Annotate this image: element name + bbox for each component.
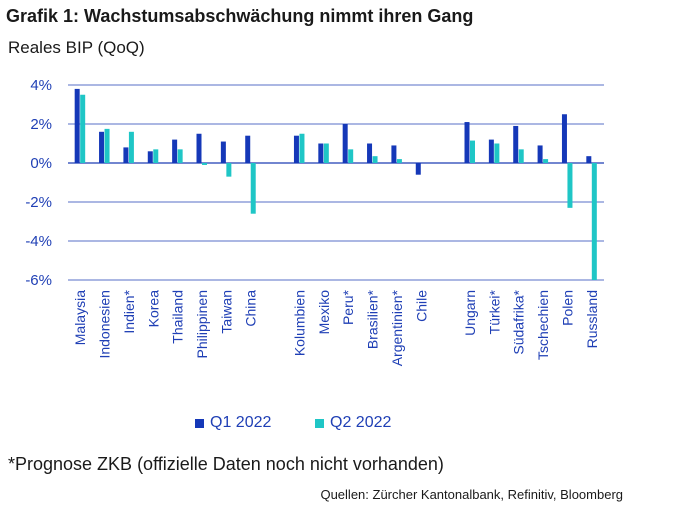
category-label: Südafrika* [511, 289, 527, 354]
bar-q1 [196, 133, 202, 163]
bar-q2 [250, 163, 256, 214]
bar-q1 [99, 131, 105, 163]
bar-q1 [123, 147, 129, 163]
bars [74, 88, 597, 280]
legend-label-q1: Q1 2022 [210, 414, 272, 431]
bar-q2 [396, 159, 402, 163]
bar-q2 [348, 149, 354, 163]
bar-q2 [591, 163, 597, 280]
legend-swatch-q1 [195, 418, 204, 428]
category-label: Indonesien [97, 290, 113, 359]
bar-q2 [202, 163, 207, 165]
y-tick-label: -2% [25, 194, 52, 211]
bar-q2 [567, 163, 573, 208]
category-label: Korea [145, 290, 161, 328]
bar-q2 [323, 143, 329, 163]
bar-q1 [74, 88, 80, 163]
bar-q1 [318, 143, 324, 163]
x-axis: Malaysia Indonesien Indien* Korea Thailand Ph… [72, 289, 600, 366]
bar-q1 [367, 143, 373, 163]
category-label: Brasilien* [365, 289, 381, 349]
footnote: *Prognose ZKB (offizielle Daten noch nic… [8, 454, 444, 474]
bar-q1 [342, 124, 348, 163]
bar-q1 [245, 135, 251, 163]
bar-q1 [391, 145, 397, 163]
bar-q2 [518, 149, 524, 163]
chart-subtitle: Reales BIP (QoQ) [8, 38, 145, 57]
gridlines [68, 84, 604, 281]
y-tick-label: 0% [30, 155, 52, 172]
category-label: Türkei* [486, 289, 502, 334]
bar-q1 [561, 114, 567, 163]
bar-q2 [128, 131, 134, 163]
legend: Q1 2022 Q2 2022 [0, 414, 689, 438]
category-label: Taiwan [218, 290, 234, 334]
y-tick-label: 4% [30, 77, 52, 94]
bar-q2 [104, 128, 110, 163]
category-label: China [243, 290, 259, 327]
bar-q2 [299, 133, 305, 163]
category-label: Thailand [170, 290, 186, 344]
bar-q1 [488, 139, 494, 163]
y-tick-label: -6% [25, 272, 52, 289]
bar-q2 [470, 140, 475, 163]
bar-q2 [226, 163, 232, 177]
bar-q1 [293, 135, 299, 163]
bar-q2 [372, 156, 378, 163]
y-axis: 4% 2% 0% -2% -4% -6% [25, 77, 52, 289]
bar-q2 [80, 94, 86, 163]
y-tick-label: -4% [25, 233, 52, 250]
category-label: Russland [584, 290, 600, 348]
legend-item-q1: Q1 2022 [195, 414, 271, 432]
legend-item-q2: Q2 2022 [315, 414, 391, 432]
bar-q1 [586, 156, 592, 163]
bar-q1 [415, 163, 421, 175]
category-label: Polen [559, 290, 575, 326]
category-label: Peru* [340, 289, 356, 325]
bar-q2 [494, 143, 500, 163]
legend-label-q2: Q2 2022 [330, 414, 392, 431]
bar-q1 [537, 145, 543, 163]
bar-q2 [177, 149, 183, 163]
category-label: Chile [413, 290, 429, 322]
bar-q1 [172, 139, 178, 163]
category-label: Argentinien* [389, 289, 405, 366]
bar-q1 [220, 141, 226, 163]
chart-title: Grafik 1: Wachstumsabschwächung nimmt ih… [6, 6, 474, 26]
y-tick-label: 2% [30, 116, 52, 133]
category-label: Ungarn [462, 290, 478, 336]
bar-q1 [464, 122, 470, 163]
bar-q1 [513, 125, 519, 163]
category-label: Mexiko [316, 290, 332, 335]
category-label: Kolumbien [291, 290, 307, 356]
category-label: Malaysia [72, 290, 88, 345]
bar-chart: 4% 2% 0% -2% -4% -6% Malaysia Indonesien Indien… [25, 77, 604, 366]
category-label: Indien* [121, 289, 137, 333]
source-note: Quellen: Zürcher Kantonalbank, Refinitiv… [320, 487, 623, 502]
category-label: Tschechien [535, 290, 551, 360]
legend-swatch-q2 [315, 418, 324, 428]
category-label: Philippinen [194, 290, 210, 359]
bar-q2 [543, 159, 549, 163]
bar-q1 [147, 151, 153, 163]
bar-q2 [153, 149, 159, 163]
